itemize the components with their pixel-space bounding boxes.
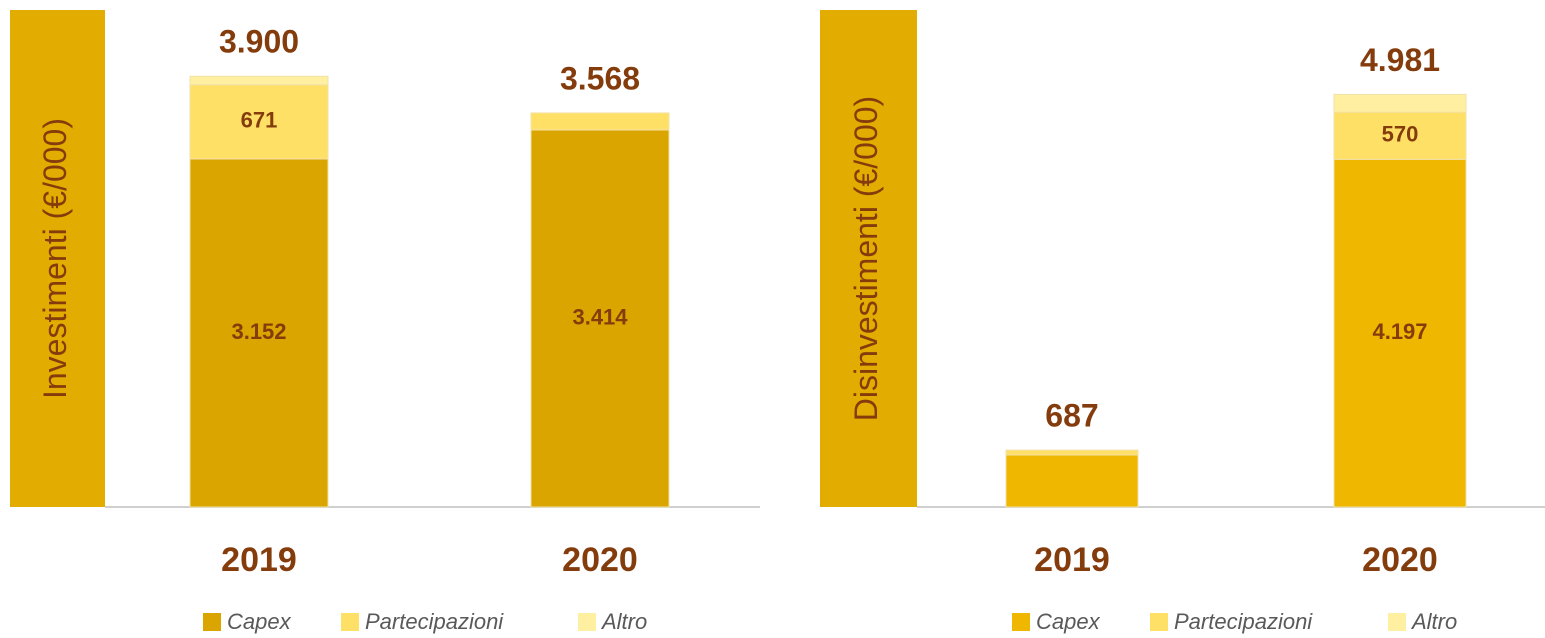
total-label: 3.568 xyxy=(560,60,640,96)
segment-label: 3.414 xyxy=(572,304,628,329)
legend-swatch xyxy=(1388,613,1406,631)
legend-swatch xyxy=(1150,613,1168,631)
y-axis-band xyxy=(820,10,917,507)
legend-label: Capex xyxy=(1036,609,1101,634)
x-tick-label: 2020 xyxy=(562,541,638,579)
legend-swatch xyxy=(203,613,221,631)
x-tick-label: 2020 xyxy=(1362,541,1438,579)
bar-segment xyxy=(189,75,329,86)
legend-swatch xyxy=(341,613,359,631)
legend-swatch xyxy=(578,613,596,631)
bar-segment xyxy=(1005,454,1139,508)
legend-label: Altro xyxy=(600,609,647,634)
legend-label: Partecipazioni xyxy=(365,609,504,634)
bar-segment xyxy=(1333,158,1467,508)
bar-segment xyxy=(530,129,670,508)
y-axis-label: Disinvestimenti (€/000) xyxy=(848,96,884,421)
legend-label: Partecipazioni xyxy=(1174,609,1313,634)
total-label: 3.900 xyxy=(219,24,299,60)
segment-label: 4.197 xyxy=(1372,319,1427,344)
y-axis-label: Investimenti (€/000) xyxy=(37,118,73,399)
bar-segment xyxy=(1333,93,1467,113)
legend-label: Capex xyxy=(227,609,292,634)
legend-swatch xyxy=(1012,613,1030,631)
bar-segment xyxy=(1005,449,1139,456)
x-tick-label: 2019 xyxy=(1034,541,1110,579)
bar-segment xyxy=(189,158,329,508)
x-tick-label: 2019 xyxy=(221,541,297,579)
legend-label: Altro xyxy=(1410,609,1457,634)
total-label: 4.981 xyxy=(1360,42,1440,78)
y-axis-band xyxy=(10,10,105,507)
segment-label: 671 xyxy=(241,108,278,133)
segment-label: 3.152 xyxy=(231,319,286,344)
total-label: 687 xyxy=(1045,398,1098,434)
segment-label: 570 xyxy=(1382,122,1419,147)
bar-segment xyxy=(530,112,670,131)
bar-segment xyxy=(1333,111,1467,160)
bar-segment xyxy=(189,84,329,160)
